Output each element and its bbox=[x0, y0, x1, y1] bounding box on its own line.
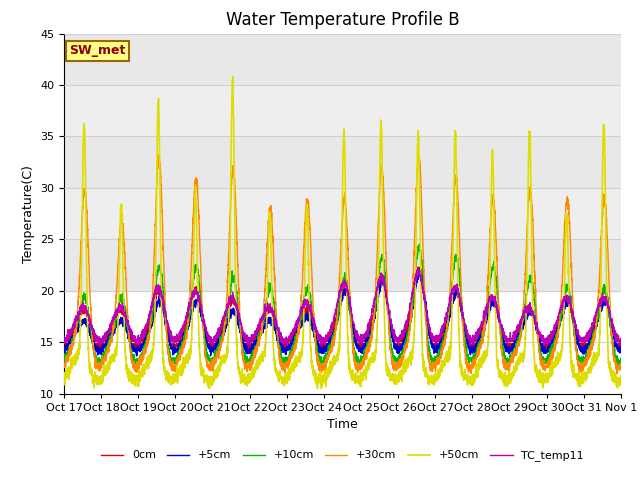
+30cm bbox=[613, 371, 621, 377]
+10cm bbox=[60, 360, 68, 365]
Legend: 0cm, +5cm, +10cm, +30cm, +50cm, TC_temp11: 0cm, +5cm, +10cm, +30cm, +50cm, TC_temp1… bbox=[96, 446, 589, 466]
+5cm bbox=[397, 344, 404, 349]
+50cm bbox=[407, 356, 415, 362]
Title: Water Temperature Profile B: Water Temperature Profile B bbox=[225, 11, 460, 29]
+10cm bbox=[244, 364, 252, 370]
+30cm bbox=[60, 364, 68, 370]
+10cm bbox=[406, 319, 414, 324]
0cm bbox=[60, 343, 68, 349]
+10cm bbox=[216, 341, 223, 347]
+50cm bbox=[205, 385, 213, 391]
Line: TC_temp11: TC_temp11 bbox=[64, 269, 621, 345]
0cm bbox=[216, 332, 223, 338]
TC_temp11 bbox=[564, 296, 572, 302]
X-axis label: Time: Time bbox=[327, 418, 358, 431]
+50cm bbox=[397, 370, 404, 375]
TC_temp11 bbox=[216, 327, 223, 333]
+30cm bbox=[155, 152, 163, 158]
Line: +50cm: +50cm bbox=[64, 76, 621, 388]
Bar bbox=[64, 34, 621, 85]
+10cm bbox=[415, 241, 423, 247]
0cm bbox=[179, 332, 187, 337]
Line: +30cm: +30cm bbox=[64, 155, 621, 374]
0cm bbox=[564, 295, 572, 301]
+30cm bbox=[406, 313, 414, 319]
TC_temp11 bbox=[617, 336, 625, 341]
+5cm bbox=[406, 320, 414, 325]
+10cm bbox=[397, 352, 404, 358]
+50cm bbox=[60, 379, 68, 385]
+10cm bbox=[617, 355, 625, 361]
Line: +5cm: +5cm bbox=[64, 269, 621, 356]
+10cm bbox=[179, 341, 187, 347]
0cm bbox=[415, 264, 423, 270]
TC_temp11 bbox=[617, 341, 625, 347]
0cm bbox=[280, 349, 287, 355]
0cm bbox=[406, 312, 414, 318]
+5cm bbox=[617, 348, 625, 353]
+30cm bbox=[397, 363, 404, 369]
+50cm bbox=[564, 257, 572, 263]
0cm bbox=[617, 345, 625, 350]
+30cm bbox=[180, 345, 188, 351]
TC_temp11 bbox=[413, 266, 421, 272]
Bar bbox=[64, 240, 621, 291]
0cm bbox=[397, 336, 404, 342]
+10cm bbox=[617, 357, 625, 363]
+30cm bbox=[617, 363, 625, 369]
+50cm bbox=[216, 364, 223, 370]
Y-axis label: Temperature(C): Temperature(C) bbox=[22, 165, 35, 263]
TC_temp11 bbox=[60, 334, 68, 339]
+5cm bbox=[216, 336, 223, 342]
Bar bbox=[64, 188, 621, 240]
+50cm bbox=[229, 73, 237, 79]
+50cm bbox=[617, 372, 625, 378]
0cm bbox=[617, 342, 625, 348]
+10cm bbox=[564, 286, 572, 292]
TC_temp11 bbox=[406, 300, 414, 306]
+5cm bbox=[60, 351, 68, 357]
Bar bbox=[64, 85, 621, 136]
+50cm bbox=[179, 360, 187, 366]
+50cm bbox=[617, 378, 625, 384]
Bar bbox=[64, 136, 621, 188]
+5cm bbox=[132, 353, 140, 359]
+5cm bbox=[416, 266, 424, 272]
+30cm bbox=[564, 204, 572, 209]
+5cm bbox=[180, 330, 188, 336]
+5cm bbox=[617, 350, 625, 356]
Line: +10cm: +10cm bbox=[64, 244, 621, 367]
TC_temp11 bbox=[466, 342, 474, 348]
TC_temp11 bbox=[179, 324, 187, 330]
+30cm bbox=[617, 361, 625, 367]
Line: 0cm: 0cm bbox=[64, 267, 621, 352]
+5cm bbox=[564, 298, 572, 304]
TC_temp11 bbox=[397, 332, 404, 337]
+30cm bbox=[216, 346, 223, 352]
Text: SW_met: SW_met bbox=[70, 44, 126, 58]
